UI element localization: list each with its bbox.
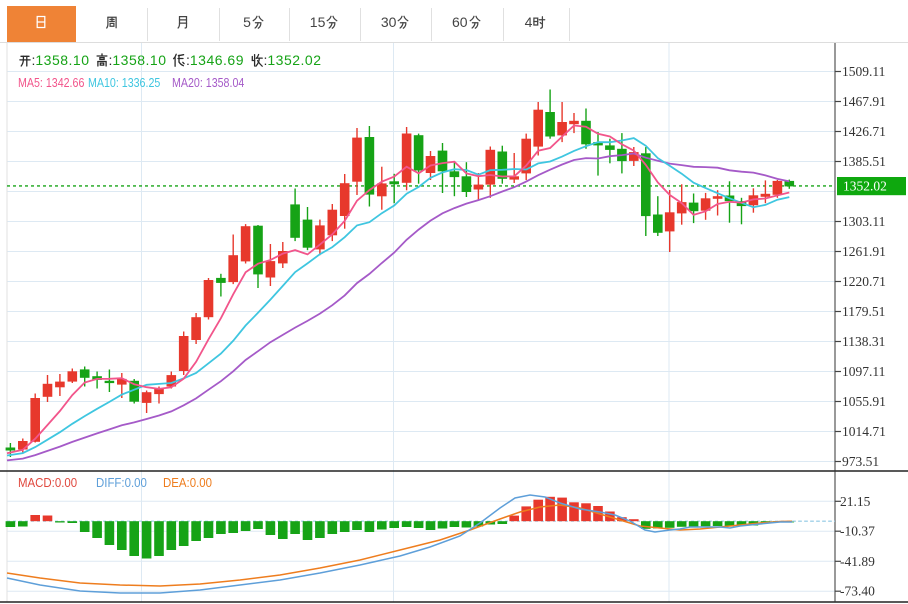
svg-text:1097.11: 1097.11: [842, 364, 885, 379]
svg-text:-41.89: -41.89: [840, 554, 875, 569]
svg-text:1014.71: 1014.71: [842, 424, 886, 439]
svg-text:1303.11: 1303.11: [842, 214, 885, 229]
svg-text:21.15: 21.15: [840, 494, 871, 509]
svg-text:1426.71: 1426.71: [842, 124, 886, 139]
svg-text:1385.51: 1385.51: [842, 154, 886, 169]
svg-text:1138.31: 1138.31: [842, 334, 885, 349]
svg-text:1220.71: 1220.71: [842, 274, 886, 289]
svg-text:1467.91: 1467.91: [842, 94, 886, 109]
svg-text:1055.91: 1055.91: [842, 394, 886, 409]
svg-text:-10.37: -10.37: [840, 524, 875, 539]
svg-text:1261.91: 1261.91: [842, 244, 886, 259]
svg-text:1509.11: 1509.11: [842, 64, 885, 79]
svg-text:973.51: 973.51: [842, 454, 879, 469]
svg-text:1352.02: 1352.02: [843, 179, 887, 194]
svg-text:-73.40: -73.40: [840, 584, 875, 599]
svg-text:1179.51: 1179.51: [842, 304, 885, 319]
